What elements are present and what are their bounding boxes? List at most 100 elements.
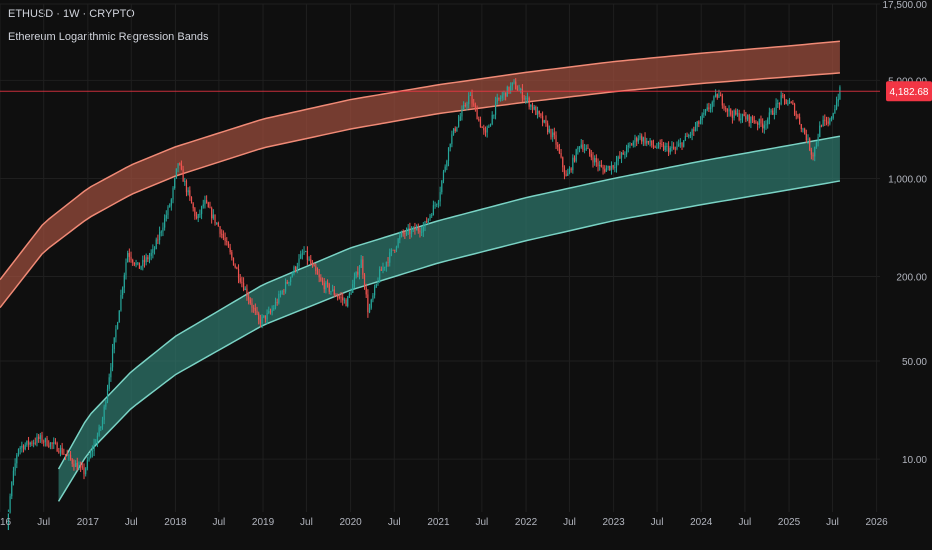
candle-body — [493, 114, 495, 116]
x-tick-label: 2021 — [427, 517, 450, 528]
x-tick-label: 2022 — [515, 517, 538, 528]
candle-body — [263, 315, 265, 317]
candle-body — [337, 296, 339, 297]
candle-body — [604, 169, 606, 172]
candle-body — [395, 246, 398, 251]
candle-body — [221, 233, 223, 235]
candle-body — [110, 367, 112, 378]
candle-body — [256, 310, 258, 314]
candle-body — [600, 164, 602, 168]
candle-body — [516, 89, 518, 91]
candle-body — [353, 277, 356, 285]
candle-body — [426, 221, 428, 223]
candle-body — [407, 228, 409, 230]
candle-body — [116, 322, 119, 330]
candle-body — [715, 94, 717, 97]
candle-body — [592, 157, 594, 163]
candle-body — [239, 278, 241, 282]
candle-body — [454, 128, 456, 132]
candle-body — [597, 162, 599, 167]
candle-body — [158, 231, 161, 241]
candle-body — [711, 102, 713, 108]
candle-body — [599, 164, 601, 167]
symbol-legend[interactable]: ETHUSD · 1W · CRYPTO — [8, 8, 135, 20]
candle-body — [123, 275, 125, 288]
candle-body — [622, 152, 624, 155]
candle-body — [575, 149, 577, 162]
candle-body — [352, 284, 354, 293]
candle-body — [90, 451, 92, 458]
candle-body — [810, 149, 812, 155]
candle-body — [32, 442, 35, 444]
candle-body — [150, 252, 152, 257]
candle-body — [721, 96, 723, 106]
candle-body — [589, 148, 591, 155]
candle-body — [431, 215, 433, 217]
candle-body — [56, 443, 58, 452]
upper-band-fill — [0, 41, 840, 308]
candle-body — [306, 251, 309, 260]
candle-body — [661, 144, 663, 145]
candle-body — [417, 227, 419, 231]
candle-body — [78, 466, 80, 470]
candle-body — [594, 158, 596, 163]
candle-body — [767, 119, 769, 125]
candle-body — [469, 94, 471, 96]
candle-body — [666, 145, 668, 147]
candle-body — [654, 146, 656, 148]
candle-body — [291, 273, 293, 278]
candle-body — [105, 401, 107, 407]
candle-body — [538, 110, 540, 114]
candle-body — [101, 419, 104, 428]
candle-body — [839, 87, 841, 100]
candle-body — [573, 157, 576, 162]
candle-body — [16, 454, 18, 464]
candle-body — [236, 267, 238, 269]
candle-body — [466, 104, 468, 106]
candle-body — [548, 129, 550, 133]
candle-body — [358, 267, 361, 275]
candle-body — [392, 249, 394, 251]
candle-body — [404, 233, 406, 235]
candle-body — [405, 229, 408, 235]
candle-body — [473, 103, 475, 105]
candle-body — [434, 204, 436, 206]
candle-body — [298, 258, 300, 267]
candle-body — [691, 129, 693, 136]
indicator-legend[interactable]: Ethereum Logarithmic Regression Bands — [8, 31, 209, 43]
candle-body — [74, 462, 77, 467]
candle-body — [347, 296, 349, 307]
candle-body — [115, 329, 117, 338]
candle-body — [310, 259, 312, 264]
candle-body — [31, 442, 33, 444]
candle-body — [489, 124, 492, 127]
candle-body — [689, 135, 692, 136]
candle-body — [385, 262, 387, 268]
time-axis[interactable]: 2016 Jul 2017 Jul 2018 Jul 2019 Jul 2020 Jul 2021 J… — [0, 517, 888, 528]
candle-body — [642, 137, 644, 142]
y-tick-label: 10.00 — [902, 455, 927, 466]
candle-body — [54, 442, 57, 444]
candle-body — [562, 157, 564, 168]
candle-body — [206, 200, 208, 203]
candle-body — [617, 156, 619, 162]
candle-body — [295, 267, 297, 270]
x-tick-label: Jul — [826, 517, 839, 528]
candle-body — [570, 168, 572, 171]
candle-body — [459, 116, 461, 121]
candle-body — [595, 158, 597, 163]
candle-body — [59, 447, 62, 453]
price-axis[interactable]: 10.0050.00200.001,000.005,000.0017,500.0… — [883, 0, 932, 466]
candle-body — [740, 118, 742, 121]
candle-body — [402, 231, 404, 234]
candle-body — [664, 146, 666, 150]
lower-band-top-line — [57, 135, 841, 470]
candle-body — [197, 214, 199, 219]
candle-body — [686, 136, 688, 137]
candle-body — [488, 126, 490, 128]
candle-body — [355, 271, 357, 278]
candle-body — [106, 388, 109, 402]
candle-body — [127, 253, 129, 263]
candle-body — [424, 221, 426, 227]
